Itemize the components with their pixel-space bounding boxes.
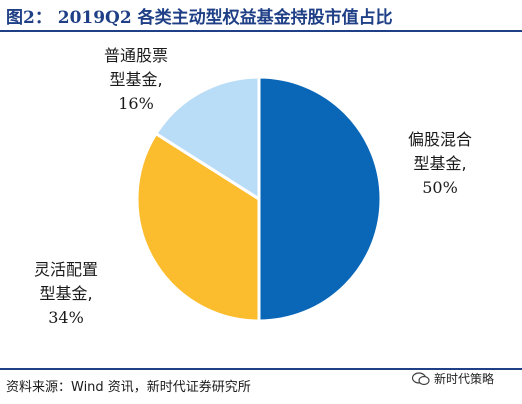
label-mixed: 偏股混合 型基金, 50% [408,128,472,200]
wechat-icon [412,371,430,385]
label-flexible-line1: 灵活配置 [34,260,99,279]
label-stock-line2: 型基金, [109,70,163,89]
label-mixed-line1: 偏股混合 [408,130,473,149]
label-stock-pct: 16% [118,94,154,113]
chart-title: 图2： 2019Q2 各类主动型权益基金持股市值占比 [6,8,393,28]
label-stock-line1: 普通股票 [104,46,169,65]
label-mixed-pct: 50% [422,178,458,197]
label-flexible-line2: 型基金, [39,284,93,303]
slice-stock [154,75,261,201]
bottom-rule [0,368,522,370]
source-note: 资料来源：Wind 资讯，新时代证券研究所 [6,380,251,395]
title-bar: 图2： 2019Q2 各类主动型权益基金持股市值占比 [0,0,522,32]
label-flexible: 灵活配置 型基金, 34% [34,258,98,330]
slice-mixed [257,75,383,323]
watermark-text: 新时代策略 [434,372,495,386]
label-flexible-pct: 34% [48,308,84,327]
label-stock: 普通股票 型基金, 16% [104,44,168,116]
watermark: 新时代策略 [412,370,494,387]
pie-chart [135,75,383,323]
label-mixed-line2: 型基金, [413,154,467,173]
